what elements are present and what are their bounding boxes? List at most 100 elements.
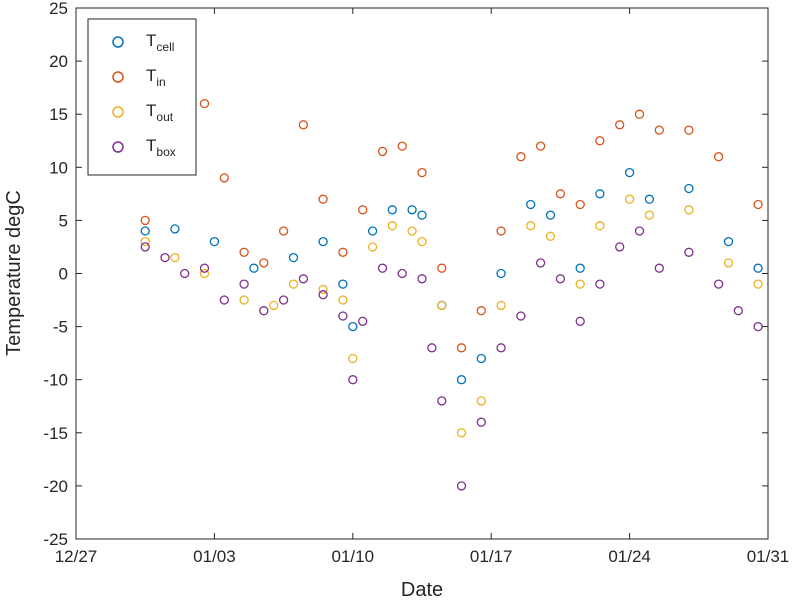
axis-ticks: 12/27 01/03 01/10 01/17 01/24 01/31 25 20 15 10 5 0… bbox=[43, 0, 789, 566]
legend-marker bbox=[112, 106, 124, 118]
data-point bbox=[338, 279, 348, 289]
data-point bbox=[140, 236, 150, 247]
data-point bbox=[407, 226, 417, 236]
x-axis-label: Date bbox=[401, 579, 443, 600]
y-tick-label: -15 bbox=[43, 424, 68, 443]
data-point bbox=[219, 295, 229, 305]
data-point bbox=[338, 247, 348, 257]
data-point bbox=[456, 343, 467, 353]
y-tick-label: 10 bbox=[49, 158, 68, 177]
y-tick-label: -25 bbox=[43, 530, 68, 549]
data-point bbox=[318, 290, 328, 300]
x-tick-label: 12/27 bbox=[55, 547, 98, 566]
y-tick-label: -20 bbox=[43, 477, 68, 496]
data-point bbox=[496, 268, 506, 279]
data-point bbox=[209, 236, 220, 247]
data-point bbox=[417, 274, 427, 284]
data-point bbox=[624, 194, 635, 204]
data-point bbox=[723, 258, 734, 268]
data-point bbox=[160, 252, 170, 263]
legend-marker bbox=[112, 71, 124, 83]
data-point bbox=[269, 300, 279, 311]
data-point bbox=[476, 306, 486, 316]
data-point bbox=[358, 205, 368, 215]
y-tick-label: 5 bbox=[59, 211, 68, 230]
data-point bbox=[634, 226, 645, 236]
legend-marker bbox=[112, 36, 124, 48]
legend-box bbox=[87, 18, 197, 176]
data-point bbox=[753, 263, 763, 273]
legend-subscript: out bbox=[156, 110, 173, 124]
data-point bbox=[684, 125, 694, 135]
data-point bbox=[377, 263, 388, 273]
legend-marker bbox=[112, 141, 124, 153]
data-point bbox=[516, 311, 526, 321]
data-point bbox=[367, 226, 378, 236]
data-point bbox=[456, 428, 467, 438]
data-point bbox=[140, 242, 150, 252]
data-point bbox=[555, 274, 566, 284]
data-point bbox=[654, 263, 664, 273]
data-point bbox=[526, 199, 536, 210]
data-point bbox=[338, 295, 348, 305]
data-point bbox=[595, 136, 605, 146]
data-point bbox=[753, 199, 763, 210]
data-point bbox=[437, 300, 447, 311]
data-point bbox=[199, 98, 210, 109]
data-point bbox=[387, 221, 397, 231]
data-point bbox=[654, 125, 664, 135]
data-point bbox=[615, 242, 625, 252]
data-point bbox=[249, 263, 259, 273]
data-point bbox=[140, 226, 150, 236]
data-point bbox=[387, 205, 397, 215]
y-tick-label: 15 bbox=[49, 105, 68, 124]
data-point bbox=[437, 396, 447, 406]
data-point bbox=[427, 343, 437, 353]
data-point bbox=[476, 353, 486, 364]
data-point bbox=[624, 167, 635, 178]
x-tick-label: 01/17 bbox=[470, 547, 513, 566]
data-point bbox=[496, 226, 506, 236]
data-point bbox=[417, 236, 427, 247]
data-point bbox=[713, 279, 724, 289]
data-point bbox=[575, 316, 585, 326]
data-point bbox=[417, 167, 427, 178]
y-tick-label: -5 bbox=[53, 318, 68, 337]
data-point bbox=[545, 210, 556, 220]
x-tick-label: 01/03 bbox=[193, 547, 236, 566]
data-point bbox=[476, 417, 486, 427]
x-tick-label: 01/24 bbox=[608, 547, 651, 566]
data-point bbox=[298, 274, 309, 284]
data-point bbox=[526, 221, 536, 231]
data-marks bbox=[140, 98, 763, 491]
data-point bbox=[753, 279, 763, 289]
data-point bbox=[338, 311, 348, 321]
data-point bbox=[575, 263, 585, 273]
data-point bbox=[278, 295, 289, 305]
data-point bbox=[595, 279, 605, 289]
data-point bbox=[684, 247, 694, 257]
data-point bbox=[180, 268, 190, 279]
data-point bbox=[259, 306, 269, 316]
data-point bbox=[723, 236, 734, 247]
data-point bbox=[348, 353, 358, 364]
data-point bbox=[377, 146, 388, 157]
series-tout bbox=[140, 194, 763, 438]
data-point bbox=[140, 215, 150, 226]
data-point bbox=[456, 481, 467, 491]
y-axis-label: Temperature degC bbox=[3, 190, 25, 356]
data-point bbox=[496, 343, 506, 353]
data-point bbox=[239, 295, 249, 305]
data-point bbox=[219, 173, 229, 183]
data-point bbox=[397, 141, 407, 151]
data-point bbox=[535, 258, 546, 268]
data-point bbox=[318, 236, 328, 247]
series-tbox bbox=[140, 226, 763, 491]
legend-subscript: cell bbox=[156, 40, 174, 54]
data-point bbox=[348, 375, 358, 385]
y-tick-label: 0 bbox=[59, 265, 68, 284]
data-point bbox=[298, 120, 309, 130]
